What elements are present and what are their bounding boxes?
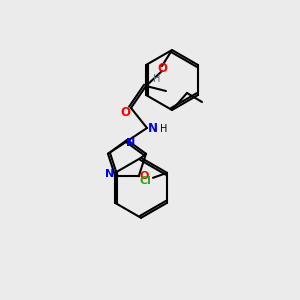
Text: O: O	[120, 106, 130, 118]
Text: N: N	[126, 138, 136, 148]
Text: Cl: Cl	[139, 176, 151, 186]
Text: H: H	[153, 74, 161, 84]
Text: O: O	[139, 171, 148, 181]
Text: H: H	[160, 124, 168, 134]
Text: N: N	[148, 122, 158, 136]
Text: O: O	[157, 61, 167, 74]
Text: N: N	[105, 169, 114, 179]
